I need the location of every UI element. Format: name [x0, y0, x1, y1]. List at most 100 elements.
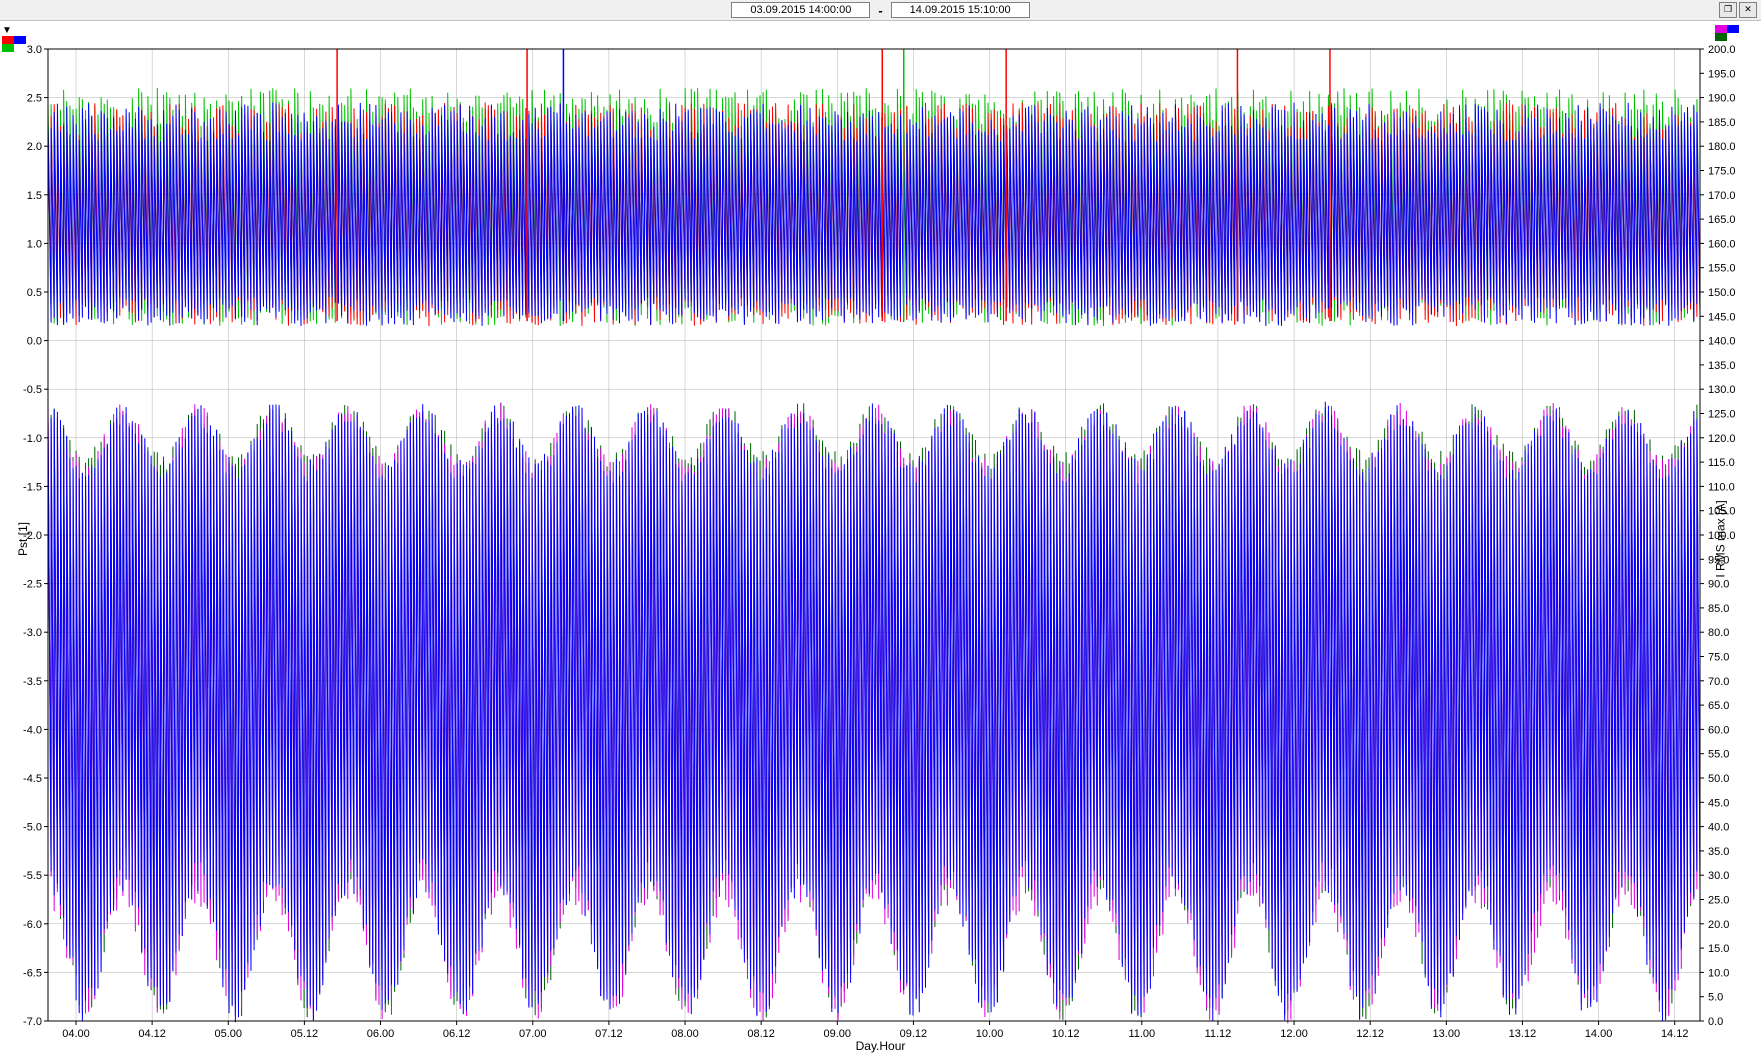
legend-swatch-i1 — [1715, 25, 1727, 33]
svg-text:-1.0: -1.0 — [23, 433, 42, 445]
svg-text:-2.0: -2.0 — [23, 530, 42, 542]
legend-swatch-i2 — [1727, 25, 1739, 33]
svg-text:2.0: 2.0 — [27, 141, 42, 153]
date-to-field[interactable]: 14.09.2015 15:10:00 — [891, 2, 1030, 18]
svg-text:180.0: 180.0 — [1708, 141, 1736, 153]
svg-text:30.0: 30.0 — [1708, 870, 1729, 882]
svg-text:15.0: 15.0 — [1708, 943, 1729, 955]
svg-text:65.0: 65.0 — [1708, 700, 1729, 712]
svg-text:10.0: 10.0 — [1708, 967, 1729, 979]
svg-text:07.00: 07.00 — [519, 1028, 547, 1040]
svg-text:200.0: 200.0 — [1708, 44, 1736, 56]
svg-text:90.0: 90.0 — [1708, 579, 1729, 591]
svg-text:1.0: 1.0 — [27, 238, 42, 250]
svg-text:130.0: 130.0 — [1708, 384, 1736, 396]
svg-text:-5.0: -5.0 — [23, 822, 42, 834]
svg-text:50.0: 50.0 — [1708, 773, 1729, 785]
svg-text:09.12: 09.12 — [900, 1028, 928, 1040]
svg-text:40.0: 40.0 — [1708, 822, 1729, 834]
close-icon[interactable]: ✕ — [1739, 2, 1757, 18]
svg-text:04.00: 04.00 — [62, 1028, 90, 1040]
svg-text:-6.0: -6.0 — [23, 919, 42, 931]
svg-text:125.0: 125.0 — [1708, 409, 1736, 421]
svg-text:-5.5: -5.5 — [23, 870, 42, 882]
svg-text:-4.5: -4.5 — [23, 773, 42, 785]
svg-text:105.0: 105.0 — [1708, 506, 1736, 518]
svg-text:110.0: 110.0 — [1708, 481, 1735, 493]
svg-text:14.00: 14.00 — [1585, 1028, 1613, 1040]
svg-text:08.00: 08.00 — [671, 1028, 699, 1040]
svg-text:95.0: 95.0 — [1708, 554, 1729, 566]
svg-text:60.0: 60.0 — [1708, 724, 1729, 736]
svg-text:25.0: 25.0 — [1708, 895, 1729, 907]
svg-text:160.0: 160.0 — [1708, 238, 1736, 250]
svg-text:100.0: 100.0 — [1708, 530, 1736, 542]
legend-swatch-l3 — [2, 44, 14, 52]
svg-text:165.0: 165.0 — [1708, 214, 1736, 226]
svg-text:3.0: 3.0 — [27, 44, 42, 56]
svg-text:-4.0: -4.0 — [23, 724, 42, 736]
svg-text:-0.5: -0.5 — [23, 384, 42, 396]
svg-text:195.0: 195.0 — [1708, 68, 1736, 80]
svg-text:07.12: 07.12 — [595, 1028, 623, 1040]
svg-text:-7.0: -7.0 — [23, 1016, 42, 1028]
svg-text:10.12: 10.12 — [1052, 1028, 1080, 1040]
svg-text:0.0: 0.0 — [1708, 1016, 1723, 1028]
svg-text:-3.0: -3.0 — [23, 627, 42, 639]
svg-text:06.12: 06.12 — [443, 1028, 471, 1040]
svg-text:190.0: 190.0 — [1708, 93, 1736, 105]
svg-text:12.12: 12.12 — [1356, 1028, 1384, 1040]
svg-text:140.0: 140.0 — [1708, 336, 1736, 348]
svg-text:05.00: 05.00 — [214, 1028, 242, 1040]
svg-text:20.0: 20.0 — [1708, 919, 1729, 931]
svg-text:11.12: 11.12 — [1205, 1028, 1232, 1040]
svg-text:11.00: 11.00 — [1128, 1028, 1155, 1040]
svg-text:70.0: 70.0 — [1708, 676, 1729, 688]
svg-text:10.00: 10.00 — [976, 1028, 1004, 1040]
chart-svg[interactable]: 3.0 2.5 2.0 1.5 1.0 0.5 0.0 -0.5 -1.0 -1.5 -2.0 -2.… — [0, 21, 1761, 1057]
svg-text:80.0: 80.0 — [1708, 627, 1729, 639]
svg-text:13.12: 13.12 — [1509, 1028, 1537, 1040]
date-from-field[interactable]: 03.09.2015 14:00:00 — [731, 2, 870, 18]
svg-text:08.12: 08.12 — [747, 1028, 775, 1040]
svg-text:120.0: 120.0 — [1708, 433, 1736, 445]
svg-text:55.0: 55.0 — [1708, 749, 1729, 761]
svg-text:115.0: 115.0 — [1708, 457, 1735, 469]
svg-text:150.0: 150.0 — [1708, 287, 1736, 299]
svg-text:1.5: 1.5 — [27, 190, 42, 202]
right-legend — [1715, 25, 1739, 41]
legend-dropdown-icon[interactable]: ▼ — [2, 25, 12, 36]
svg-text:75.0: 75.0 — [1708, 652, 1729, 664]
svg-text:-2.5: -2.5 — [23, 579, 42, 591]
legend-swatch-l2 — [14, 36, 26, 44]
svg-text:85.0: 85.0 — [1708, 603, 1729, 615]
svg-text:5.0: 5.0 — [1708, 992, 1723, 1004]
chart-area: ▼ Pst [1] I RMS max [A] Day.Hour 3.02.52… — [0, 21, 1761, 1057]
svg-text:35.0: 35.0 — [1708, 846, 1729, 858]
svg-text:05.12: 05.12 — [291, 1028, 319, 1040]
svg-text:13.00: 13.00 — [1433, 1028, 1461, 1040]
window-controls: ❐ ✕ — [1719, 2, 1757, 18]
svg-text:135.0: 135.0 — [1708, 360, 1736, 372]
svg-text:145.0: 145.0 — [1708, 311, 1736, 323]
legend-swatch-l1 — [2, 36, 14, 44]
left-legend: ▼ — [2, 25, 26, 52]
date-separator: - — [878, 3, 882, 18]
toolbar: 03.09.2015 14:00:00 - 14.09.2015 15:10:0… — [0, 0, 1761, 21]
svg-text:09.00: 09.00 — [824, 1028, 852, 1040]
svg-text:0.0: 0.0 — [27, 336, 42, 348]
svg-text:06.00: 06.00 — [367, 1028, 395, 1040]
restore-icon[interactable]: ❐ — [1719, 2, 1737, 18]
svg-text:45.0: 45.0 — [1708, 797, 1729, 809]
svg-text:-1.5: -1.5 — [23, 481, 42, 493]
svg-text:155.0: 155.0 — [1708, 263, 1736, 275]
svg-text:170.0: 170.0 — [1708, 190, 1736, 202]
svg-text:04.12: 04.12 — [138, 1028, 166, 1040]
svg-text:175.0: 175.0 — [1708, 166, 1736, 178]
svg-text:12.00: 12.00 — [1280, 1028, 1308, 1040]
svg-text:-3.5: -3.5 — [23, 676, 42, 688]
svg-text:0.5: 0.5 — [27, 287, 42, 299]
legend-swatch-i3 — [1715, 33, 1727, 41]
svg-text:14.12: 14.12 — [1661, 1028, 1689, 1040]
svg-text:2.5: 2.5 — [27, 93, 42, 105]
